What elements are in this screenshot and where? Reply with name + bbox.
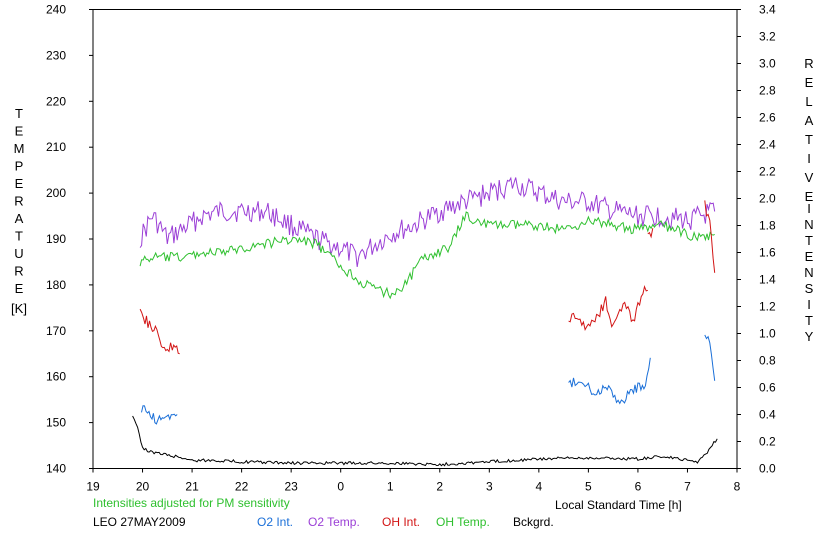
- left-label-letter: R: [14, 264, 23, 279]
- left-tick-label: 230: [46, 48, 66, 62]
- left-tick-label: 200: [46, 186, 66, 200]
- series-oh-int-line: [704, 200, 716, 273]
- series-o2-int-line: [704, 334, 716, 381]
- right-label-letter: T: [805, 233, 813, 248]
- left-label-letter: T: [15, 229, 23, 244]
- left-tick-label: 220: [46, 94, 66, 108]
- right-label-letter: T: [805, 132, 813, 147]
- right-tick-label: 2.4: [759, 138, 776, 152]
- left-label-letter: A: [15, 211, 24, 226]
- left-tick-label: 160: [46, 370, 66, 384]
- left-tick-label: 170: [46, 324, 66, 338]
- x-tick-label: 22: [235, 480, 249, 494]
- right-label-letter: A: [805, 113, 814, 128]
- x-tick-label: 0: [337, 480, 344, 494]
- series-bckgrd-line: [132, 415, 718, 467]
- right-label-letter: E: [805, 189, 814, 204]
- series-o2-int-line: [141, 405, 178, 425]
- x-tick-label: 1: [387, 480, 394, 494]
- right-tick-label: 2.2: [759, 165, 776, 179]
- left-axis-unit: [K]: [11, 301, 27, 316]
- series-oh-temp-line: [139, 211, 715, 300]
- right-tick-label: 3.4: [759, 3, 776, 17]
- right-tick-label: 1.4: [759, 273, 776, 287]
- left-label-letter: E: [15, 176, 24, 191]
- left-tick-label: 210: [46, 140, 66, 154]
- right-label-letter: E: [805, 75, 814, 90]
- x-tick-label: 7: [684, 480, 691, 494]
- right-label-letter: S: [805, 281, 814, 296]
- x-tick-label: 6: [635, 480, 642, 494]
- legend: O2 Int. O2 Temp. OH Int. OH Temp. Bckgrd.: [257, 515, 554, 529]
- left-axis-ticks: 240 230 220 210 200 190 180 170 160 150 140: [46, 3, 93, 476]
- legend-item: O2 Int.: [257, 515, 293, 529]
- sensitivity-note: Intensities adjusted for PM sensitivity: [93, 496, 290, 510]
- right-tick-label: 0.2: [759, 435, 776, 449]
- right-label-letter: I: [807, 297, 811, 312]
- left-tick-label: 240: [46, 3, 66, 17]
- legend-item: O2 Temp.: [308, 515, 360, 529]
- right-label-letter: E: [805, 249, 814, 264]
- right-tick-label: 0.6: [759, 381, 776, 395]
- right-tick-label: 0.8: [759, 354, 776, 368]
- right-tick-label: 2.0: [759, 192, 776, 206]
- right-label-letter: Y: [805, 329, 814, 344]
- x-tick-label: 5: [585, 480, 592, 494]
- right-label-letter: L: [805, 94, 812, 109]
- series-oh-int-line: [647, 228, 654, 239]
- right-label-letter: V: [805, 170, 814, 185]
- right-label-letter: I: [807, 151, 811, 166]
- x-tick-label: 8: [734, 480, 741, 494]
- station-date: LEO 27MAY2009: [93, 515, 186, 529]
- x-tick-label: 4: [536, 480, 543, 494]
- plot-frame: [92, 9, 738, 469]
- x-axis-label: Local Standard Time [h]: [555, 498, 682, 512]
- right-tick-label: 3.0: [759, 57, 776, 71]
- right-axis-ticks: 3.4 3.2 3.0 2.8 2.6 2.4 2.2 2.0 1.8 1.6 1.4 1.2 1.0 0…: [737, 3, 776, 476]
- series-o2-int-line: [568, 357, 651, 405]
- right-tick-label: 1.2: [759, 300, 776, 314]
- right-tick-label: 1.8: [759, 219, 776, 233]
- x-tick-label: 21: [185, 480, 199, 494]
- right-tick-label: 2.6: [759, 111, 776, 125]
- left-label-letter: E: [15, 281, 24, 296]
- right-label-letter: T: [805, 313, 813, 328]
- left-label-letter: P: [15, 159, 24, 174]
- left-tick-label: 140: [46, 462, 66, 476]
- left-label-letter: M: [14, 141, 25, 156]
- right-label-letter: R: [804, 56, 813, 71]
- right-tick-label: 1.0: [759, 327, 776, 341]
- left-label-letter: T: [15, 106, 23, 121]
- series-layer: [132, 176, 718, 467]
- right-tick-label: 2.8: [759, 84, 776, 98]
- left-label-letter: R: [14, 194, 23, 209]
- left-label-letter: E: [15, 124, 24, 139]
- legend-item: OH Temp.: [436, 515, 490, 529]
- x-tick-label: 19: [86, 480, 100, 494]
- x-tick-label: 23: [284, 480, 298, 494]
- right-tick-label: 0.4: [759, 408, 776, 422]
- x-tick-label: 20: [136, 480, 150, 494]
- right-label-letter: I: [807, 201, 811, 216]
- left-label-letter: U: [14, 246, 23, 261]
- right-label-letter: N: [804, 217, 813, 232]
- series-o2-temp-line: [139, 176, 716, 267]
- right-tick-label: 1.6: [759, 246, 776, 260]
- x-tick-label: 2: [436, 480, 443, 494]
- x-axis-ticks: 19 20 21 22 23 0 1 2 3 4 5 6 7 8: [86, 468, 741, 494]
- x-tick-label: 3: [486, 480, 493, 494]
- series-oh-int-line: [568, 285, 648, 332]
- right-tick-label: 0.0: [759, 462, 776, 476]
- right-tick-label: 3.2: [759, 30, 776, 44]
- right-label-letter: N: [804, 265, 813, 280]
- left-tick-label: 190: [46, 232, 66, 246]
- legend-item: Bckgrd.: [513, 515, 554, 529]
- left-tick-label: 150: [46, 416, 66, 430]
- legend-item: OH Int.: [382, 515, 420, 529]
- series-oh-int-line: [139, 308, 180, 355]
- left-tick-label: 180: [46, 278, 66, 292]
